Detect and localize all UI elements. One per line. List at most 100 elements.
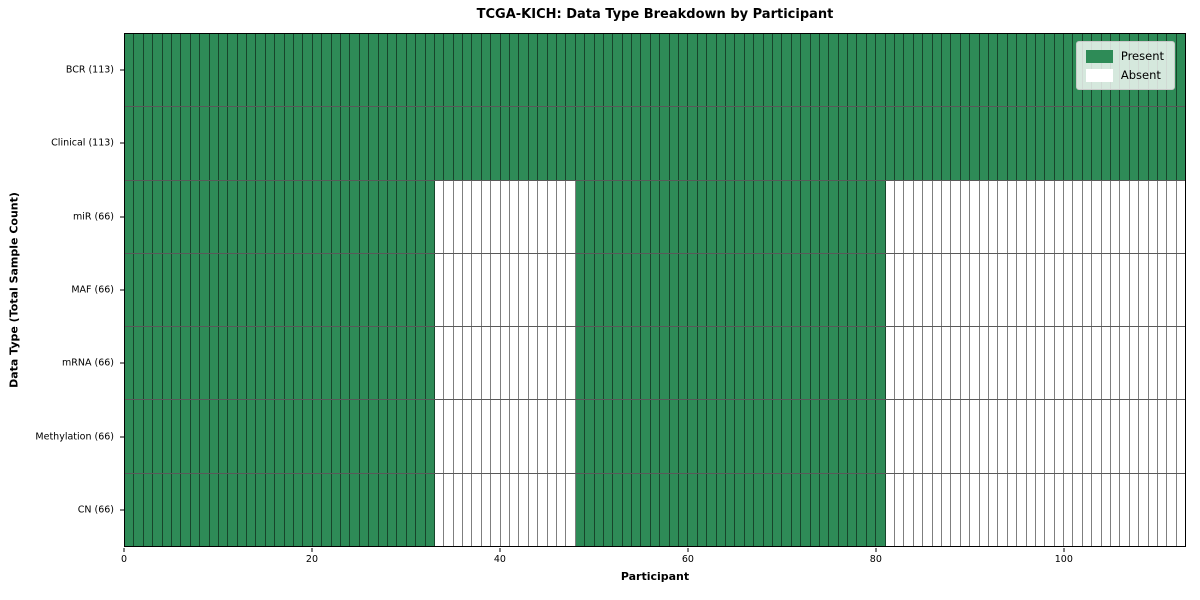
cell-absent — [1176, 473, 1186, 546]
cell-present — [528, 107, 539, 180]
cell-present — [275, 473, 285, 546]
cell-present — [603, 180, 614, 253]
cell-present — [632, 253, 642, 327]
y-tick-label: Methylation (66) — [35, 431, 114, 443]
cell-present — [735, 400, 745, 473]
cell-present — [669, 180, 680, 253]
cell-present — [171, 180, 182, 253]
cell-absent — [960, 253, 971, 327]
cell-present — [876, 107, 886, 180]
cell-present — [143, 253, 154, 327]
cell-present — [547, 34, 557, 107]
cell-absent — [932, 180, 942, 253]
y-axis-ticks: BCR (113) Clinical (113) miR (66) MAF (66) m… — [0, 33, 124, 547]
cell-present — [209, 473, 219, 546]
cell-present — [519, 107, 529, 180]
cell-present — [359, 107, 370, 180]
cell-absent — [1157, 180, 1168, 253]
cell-present — [838, 180, 849, 253]
heatmap-grid — [125, 34, 1186, 546]
cell-present — [829, 180, 839, 253]
cell-absent — [979, 180, 989, 253]
y-tick-label: MAF (66) — [71, 284, 114, 296]
cell-absent — [1045, 400, 1055, 473]
cell-present — [585, 327, 595, 400]
legend-item-present: Present — [1085, 49, 1164, 63]
cell-present — [322, 253, 332, 327]
cell-present — [772, 180, 783, 253]
cell-present — [763, 327, 773, 400]
cell-absent — [951, 180, 961, 253]
cell-present — [143, 180, 154, 253]
cell-absent — [547, 327, 557, 400]
cell-absent — [1157, 327, 1168, 400]
cell-present — [463, 34, 473, 107]
cell-present — [171, 400, 182, 473]
cell-present — [697, 34, 708, 107]
cell-absent — [932, 327, 942, 400]
cell-present — [650, 107, 661, 180]
cell-present — [218, 400, 229, 473]
cell-present — [819, 253, 830, 327]
x-axis-label: Participant — [620, 570, 690, 583]
cell-absent — [1073, 327, 1083, 400]
cell-absent — [1092, 180, 1102, 253]
cell-present — [538, 107, 548, 180]
cell-absent — [960, 400, 971, 473]
cell-present — [782, 473, 792, 546]
cell-present — [1129, 107, 1140, 180]
cell-present — [641, 400, 651, 473]
cell-present — [200, 473, 210, 546]
cell-present — [829, 400, 839, 473]
cell-present — [632, 180, 642, 253]
cell-absent — [547, 180, 557, 253]
cell-present — [359, 473, 370, 546]
cell-present — [848, 253, 858, 327]
cell-present — [876, 180, 886, 253]
cell-present — [453, 34, 464, 107]
cell-absent — [481, 400, 492, 473]
cell-present — [754, 400, 764, 473]
cell-present — [726, 253, 736, 327]
x-tick-label: 60 — [681, 554, 694, 565]
heatmap-row — [125, 180, 1186, 254]
cell-present — [397, 107, 407, 180]
cell-present — [726, 180, 736, 253]
cell-present — [350, 180, 360, 253]
cell-present — [679, 107, 689, 180]
cell-absent — [434, 253, 445, 327]
cell-absent — [970, 473, 980, 546]
cell-present — [162, 180, 172, 253]
cell-present — [322, 327, 332, 400]
cell-present — [782, 180, 792, 253]
cell-absent — [1176, 400, 1186, 473]
cell-absent — [1064, 400, 1074, 473]
cell-absent — [481, 473, 492, 546]
cell-present — [876, 400, 886, 473]
cell-present — [866, 34, 877, 107]
cell-absent — [1064, 473, 1074, 546]
cell-present — [237, 400, 248, 473]
cell-absent — [538, 253, 548, 327]
cell-absent — [472, 327, 482, 400]
cell-present — [697, 107, 708, 180]
cell-present — [754, 473, 764, 546]
cell-present — [134, 253, 144, 327]
cell-present — [819, 107, 830, 180]
cell-present — [171, 253, 182, 327]
cell-present — [641, 180, 651, 253]
cell-present — [294, 107, 304, 180]
cell-absent — [510, 400, 520, 473]
cell-present — [819, 327, 830, 400]
cell-present — [416, 180, 426, 253]
cell-present — [1073, 107, 1083, 180]
cell-present — [688, 400, 698, 473]
cell-present — [857, 253, 867, 327]
cell-present — [1017, 34, 1027, 107]
x-tick-mark — [311, 548, 313, 552]
cell-absent — [444, 180, 454, 253]
cell-absent — [1007, 253, 1018, 327]
cell-present — [707, 253, 717, 327]
cell-present — [754, 327, 764, 400]
cell-present — [960, 34, 971, 107]
